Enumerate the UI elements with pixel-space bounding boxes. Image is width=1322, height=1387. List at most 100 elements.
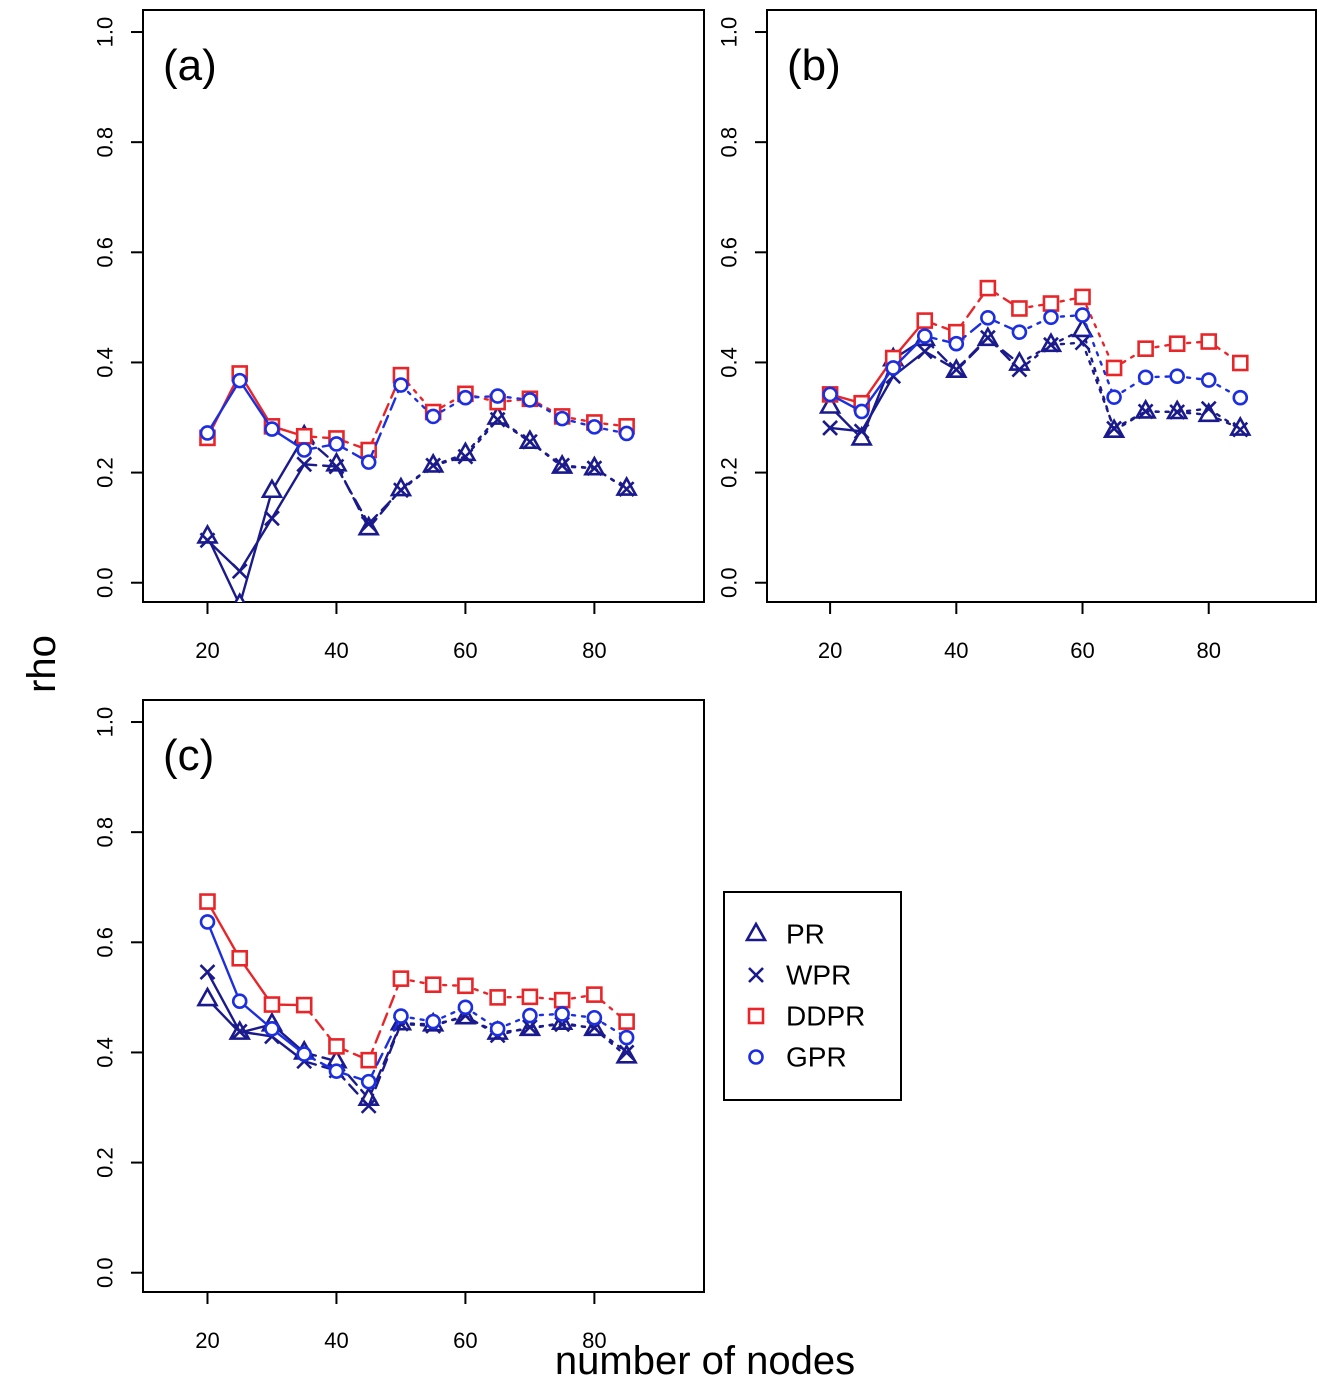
legend-marker-circle-icon <box>748 1049 764 1065</box>
data-point <box>1232 389 1249 406</box>
x-tick-label: 20 <box>195 638 219 663</box>
data-point <box>980 310 996 326</box>
series-line-segment <box>923 350 958 371</box>
data-point <box>263 996 281 1013</box>
legend-label: PR <box>786 919 825 950</box>
data-point <box>1200 400 1217 417</box>
data-point <box>1042 295 1060 312</box>
data-point <box>522 392 538 408</box>
data-point <box>1232 421 1249 438</box>
data-point <box>916 343 933 360</box>
series-line-segment <box>206 970 241 1033</box>
data-point <box>425 457 442 474</box>
data-point <box>1137 369 1154 386</box>
data-point <box>948 361 965 378</box>
y-tick-label: 0.2 <box>717 457 742 488</box>
series-line-segment <box>238 1030 274 1038</box>
data-point <box>393 1008 409 1024</box>
series-line-segment <box>239 489 274 602</box>
series-line-segment <box>860 366 895 413</box>
data-point <box>553 991 571 1009</box>
data-point <box>421 452 445 473</box>
plot-frame <box>142 9 705 603</box>
data-point <box>1008 350 1031 371</box>
legend-label: GPR <box>786 1042 847 1073</box>
data-point <box>328 436 345 452</box>
data-point <box>1165 399 1189 420</box>
legend-item: WPR <box>748 960 851 991</box>
data-point <box>822 420 839 436</box>
data-point <box>916 328 933 344</box>
x-tick-label: 60 <box>453 1328 477 1353</box>
data-point <box>885 360 902 376</box>
x-axis-label: number of nodes <box>555 1339 855 1383</box>
data-point <box>518 429 542 450</box>
panel-a: 20 40 60 80 0.0 0.2 0.4 0.6 0.8 1.0 (a) <box>93 9 705 663</box>
x-tick-label: 40 <box>324 1328 348 1353</box>
series-gpr <box>199 914 635 1090</box>
data-point <box>328 1063 345 1079</box>
series-line-segment <box>206 535 240 602</box>
data-point <box>1074 307 1091 323</box>
data-point <box>853 403 870 420</box>
panel-c: 20 40 60 80 0.0 0.2 0.4 0.6 0.8 1.0 (c) <box>93 699 705 1353</box>
data-layer <box>818 279 1252 446</box>
data-point <box>389 476 413 497</box>
legend-marker-square-icon <box>747 1007 765 1025</box>
data-point <box>425 408 441 425</box>
legend-item: GPR <box>748 1042 847 1073</box>
data-point <box>360 515 377 532</box>
x-tick-label: 80 <box>582 638 606 663</box>
data-point <box>234 592 246 602</box>
data-point <box>296 1046 313 1062</box>
series-line-segment <box>1112 410 1147 430</box>
series-line-segment <box>593 466 628 491</box>
data-point <box>521 988 539 1006</box>
data-point <box>521 433 538 450</box>
series-line-segment <box>206 920 241 1003</box>
data-point <box>1200 333 1218 350</box>
data-point <box>1074 288 1091 306</box>
series-line-segment <box>270 463 306 520</box>
series-wpr <box>199 964 635 1114</box>
series-line-segment <box>335 465 370 526</box>
data-point <box>264 421 280 437</box>
data-point <box>393 482 409 499</box>
series-line-segment <box>303 463 338 468</box>
data-point <box>979 329 996 346</box>
legend-item: PR <box>744 919 825 950</box>
data-point <box>360 1097 377 1114</box>
y-axis-label: rho <box>20 635 64 693</box>
data-point <box>231 1023 248 1040</box>
series-wpr <box>822 329 1249 440</box>
data-point <box>948 335 965 352</box>
data-point <box>360 1051 377 1069</box>
x-tick-label: 60 <box>1070 638 1094 663</box>
data-point <box>425 1013 441 1030</box>
y-tick-label: 0.6 <box>93 237 118 268</box>
panel-b: 20 40 60 80 0.0 0.2 0.4 0.6 0.8 1.0 (b) <box>717 9 1317 663</box>
series-line-segment <box>206 379 241 435</box>
data-point <box>1011 324 1028 340</box>
data-point <box>296 442 313 458</box>
x-tick-label: 80 <box>582 1328 606 1353</box>
panels-group: 20 40 60 80 0.0 0.2 0.4 0.6 0.8 1.0 (a) 20 40 60 80 0.0… <box>93 9 1317 1353</box>
data-point <box>554 410 570 427</box>
data-point <box>1106 420 1122 437</box>
series-line-segment <box>238 517 274 573</box>
data-point <box>199 964 216 980</box>
data-point <box>231 993 248 1010</box>
legend-item: DDPR <box>747 1001 865 1032</box>
data-layer <box>196 893 638 1114</box>
data-point <box>618 481 635 498</box>
series-line-segment <box>1081 295 1116 370</box>
data-point <box>554 457 571 474</box>
data-point <box>586 460 603 477</box>
data-point <box>199 914 216 930</box>
series-wpr <box>199 411 635 580</box>
data-point <box>1105 359 1123 377</box>
data-point <box>457 977 474 995</box>
data-point <box>489 989 506 1006</box>
data-point <box>295 427 313 445</box>
series-line-segment <box>860 375 895 433</box>
